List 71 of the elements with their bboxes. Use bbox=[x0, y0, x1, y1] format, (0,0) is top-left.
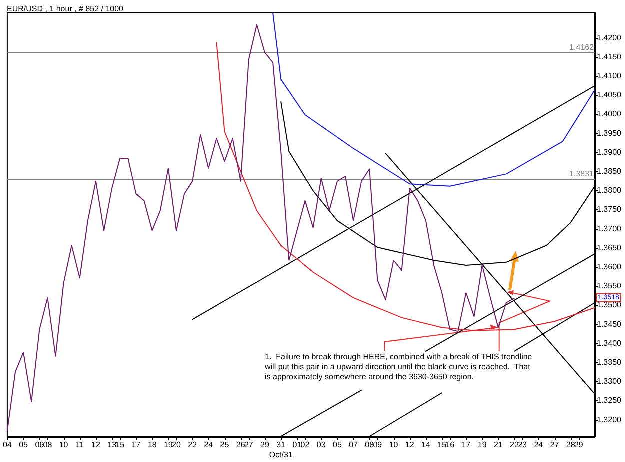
y-tick-label: 1.3350 bbox=[597, 358, 622, 368]
line-series bbox=[216, 42, 596, 332]
x-tick-label: 10 bbox=[389, 440, 399, 450]
x-tick-label: 08 bbox=[365, 440, 375, 450]
x-tick-label: 27 bbox=[550, 440, 560, 450]
y-tick-label: 1.3200 bbox=[597, 415, 622, 424]
x-tick-label: 20 bbox=[172, 440, 182, 450]
x-tick-label: 29 bbox=[260, 440, 270, 450]
y-tick-label: 1.3850 bbox=[597, 167, 622, 176]
y-tick-label: 1.4200 bbox=[597, 33, 622, 42]
y-tick-label: 1.3500 bbox=[597, 300, 622, 310]
y-tick-label: 1.3400 bbox=[597, 338, 622, 348]
annotation: is approximately somewhere around the 3630-3650 region. bbox=[265, 372, 474, 382]
x-tick-label: 21 bbox=[494, 440, 504, 450]
y-tick-label: 1.4150 bbox=[597, 52, 622, 62]
y-tick-label: 1.3250 bbox=[597, 396, 622, 406]
y-tick-label: 1.3900 bbox=[597, 148, 622, 157]
y-tick-label: 1.3550 bbox=[597, 282, 622, 291]
x-tick-label: 24 bbox=[534, 440, 544, 450]
x-tick-label: 13 bbox=[108, 440, 118, 450]
x-tick-label: 02 bbox=[300, 440, 310, 450]
y-tick-label: 1.3650 bbox=[597, 243, 622, 252]
x-tick-label: 23 bbox=[518, 440, 528, 450]
x-tick-label: 10 bbox=[59, 440, 69, 450]
x-tick-label: 06 bbox=[35, 440, 45, 450]
y-tick-label: 1.3750 bbox=[597, 205, 622, 214]
x-tick-label: 18 bbox=[148, 440, 158, 450]
x-tick-label: 08 bbox=[43, 440, 53, 450]
x-tick-label: 29 bbox=[574, 440, 584, 450]
x-tick-label: 22 bbox=[510, 440, 520, 450]
x-tick-label: 17 bbox=[132, 440, 142, 450]
ref-line-label: 1.3831 bbox=[570, 169, 595, 178]
x-tick-label: 12 bbox=[92, 440, 101, 450]
chart-title: EUR/USD , 1 hour , # 852 / 1000 bbox=[7, 4, 124, 14]
y-tick-label: 1.4050 bbox=[597, 90, 622, 100]
x-tick-label: 19 bbox=[478, 440, 488, 450]
x-tick-label: 19 bbox=[164, 440, 174, 450]
x-tick-label: 09 bbox=[373, 440, 383, 450]
x-tick-label: 05 bbox=[19, 440, 29, 450]
x-tick-label: 25 bbox=[220, 440, 230, 450]
x-tick-label: 26 bbox=[236, 440, 246, 450]
x-tick-label: 07 bbox=[349, 440, 359, 450]
annotation: 1. Failure to break through HERE, combined with a break of bbox=[265, 352, 480, 362]
x-tick-label: 05 bbox=[332, 440, 342, 450]
x-tick-label: 04 bbox=[2, 440, 12, 450]
ref-line-label: 1.4162 bbox=[570, 42, 595, 52]
x-tick-label: 16 bbox=[446, 440, 456, 450]
x-tick-label: 03 bbox=[316, 440, 326, 450]
x-tick-label: 01 bbox=[292, 440, 302, 450]
y-tick-label: 1.4100 bbox=[597, 72, 622, 81]
x-tick-label: 22 bbox=[188, 440, 198, 450]
x-tick-label: 28 bbox=[566, 440, 576, 450]
x-tick-label: 15 bbox=[116, 440, 126, 450]
x-tick-label: 12 bbox=[405, 440, 415, 450]
y-tick-label: 1.3600 bbox=[597, 262, 622, 272]
annotation: will put this pair in a upward direction until the black curve is reached. That bbox=[264, 362, 532, 372]
x-tick-label: 14 bbox=[422, 440, 431, 450]
x-tick-label: 24 bbox=[204, 440, 214, 450]
x-tick-label: 27 bbox=[244, 440, 254, 450]
annotation: THIS trendline bbox=[481, 352, 533, 362]
y-tick-label: 1.4000 bbox=[597, 110, 622, 119]
y-tick-label: 1.3950 bbox=[597, 128, 622, 138]
x-tick-label: 15 bbox=[438, 440, 448, 450]
y-tick-label: 1.3800 bbox=[597, 186, 622, 196]
x-tick-label: 11 bbox=[76, 440, 85, 450]
line-series bbox=[272, 12, 596, 187]
y-tick-label: 1.3700 bbox=[597, 224, 622, 234]
x-tick-label: 31 Oct/31 bbox=[269, 440, 294, 460]
y-tick-label: 1.3450 bbox=[597, 320, 622, 329]
y-tick-label: 1.3300 bbox=[597, 377, 622, 386]
x-tick-label: 17 bbox=[462, 440, 472, 450]
